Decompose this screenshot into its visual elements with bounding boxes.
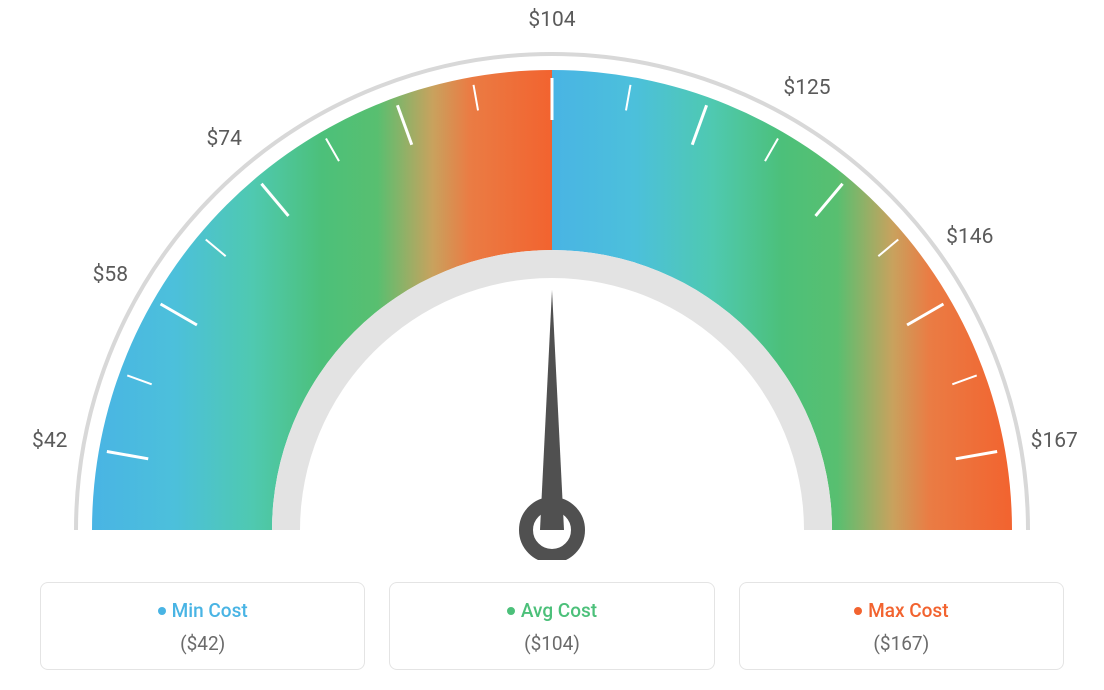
legend-row: Min Cost ($42) Avg Cost ($104) Max Cost … xyxy=(40,582,1064,670)
legend-title-max: Max Cost xyxy=(750,599,1053,622)
gauge-area: $42 $58 $74 $104 $125 $146 $167 xyxy=(0,0,1104,560)
gauge-tick-label: $42 xyxy=(32,429,67,453)
legend-dot-avg xyxy=(507,607,515,615)
gauge-tick-label: $167 xyxy=(1031,429,1078,453)
legend-title-avg: Avg Cost xyxy=(400,599,703,622)
legend-value-min: ($42) xyxy=(51,632,354,655)
legend-dot-min xyxy=(158,607,166,615)
legend-card-max: Max Cost ($167) xyxy=(739,582,1064,670)
legend-label-max: Max Cost xyxy=(868,599,948,622)
gauge-tick-label: $104 xyxy=(528,8,575,32)
legend-card-avg: Avg Cost ($104) xyxy=(389,582,714,670)
gauge-tick-label: $74 xyxy=(206,127,241,151)
gauge-tick-label: $146 xyxy=(946,225,993,249)
legend-value-avg: ($104) xyxy=(400,632,703,655)
legend-card-min: Min Cost ($42) xyxy=(40,582,365,670)
gauge-svg xyxy=(0,0,1104,560)
cost-gauge-chart: $42 $58 $74 $104 $125 $146 $167 Min Cost ($42)… xyxy=(0,0,1104,690)
legend-value-max: ($167) xyxy=(750,632,1053,655)
legend-title-min: Min Cost xyxy=(51,599,354,622)
legend-dot-max xyxy=(854,607,862,615)
legend-label-min: Min Cost xyxy=(172,599,248,622)
legend-label-avg: Avg Cost xyxy=(521,599,597,622)
gauge-tick-label: $58 xyxy=(93,263,128,287)
gauge-tick-label: $125 xyxy=(783,76,830,100)
